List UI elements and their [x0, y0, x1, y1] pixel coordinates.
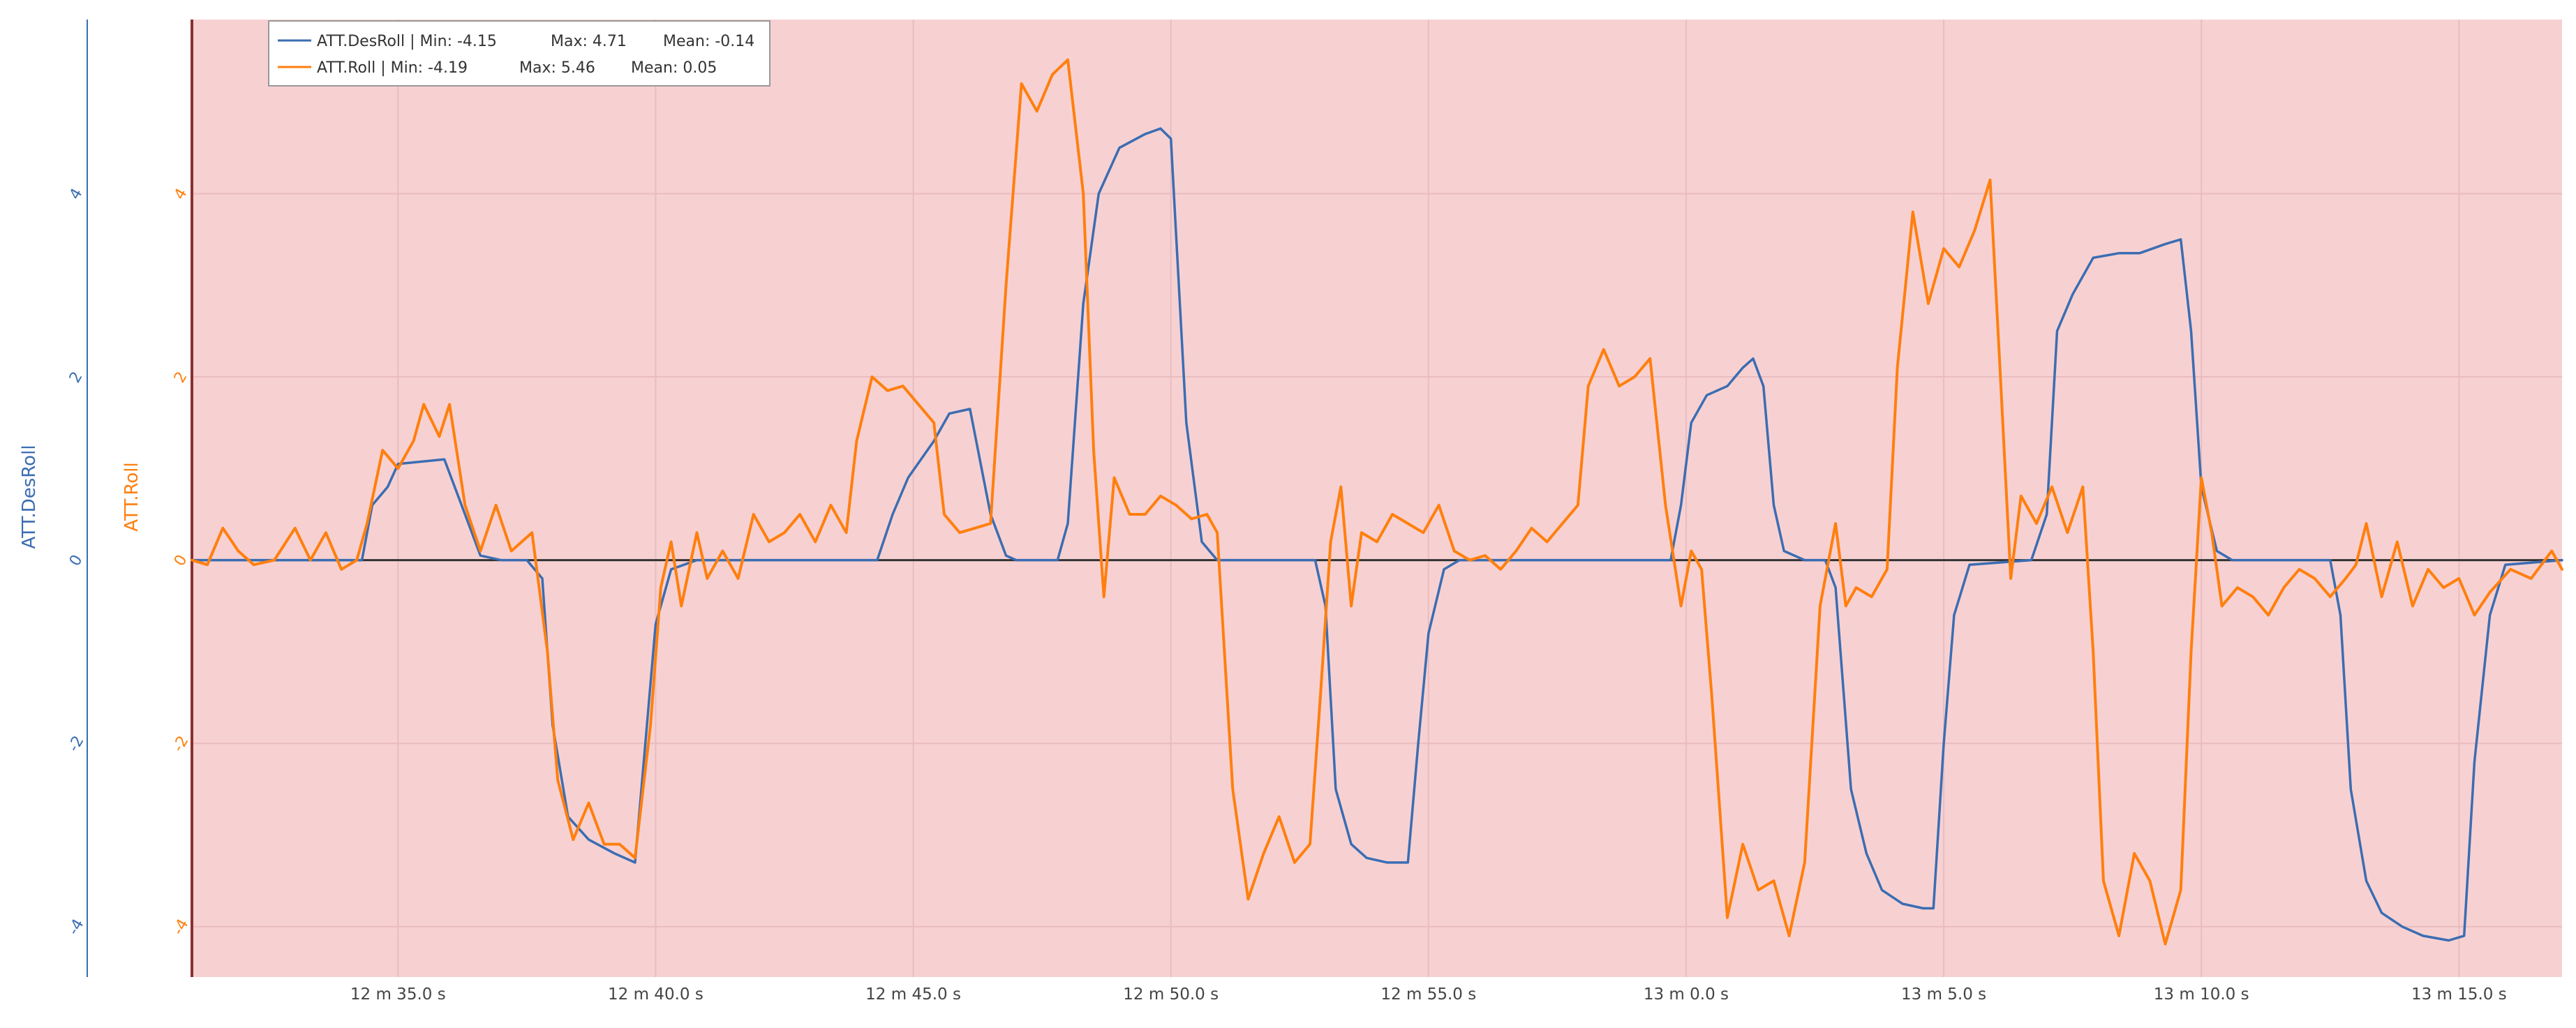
y-axis-label-des-roll: ATT.DesRoll [19, 445, 40, 549]
y-tick-label-roll: 4 [171, 186, 191, 203]
y-tick-label-des-roll: 0 [66, 552, 87, 569]
y-tick-label-des-roll: 2 [66, 368, 87, 386]
y-tick-label-roll: -2 [170, 733, 193, 754]
legend-label-roll: ATT.Roll | Min: -4.19 [317, 59, 468, 77]
y-tick-label-des-roll: -2 [65, 733, 88, 754]
x-tick-label: 13 m 15.0 s [2411, 985, 2507, 1004]
legend-box [268, 20, 770, 87]
series-line-roll [191, 58, 2563, 946]
legend-mean-roll: Mean: 0.05 [631, 59, 717, 77]
y-tick-label-roll: -4 [170, 916, 193, 938]
legend-max-roll: Max: 5.46 [519, 59, 595, 77]
x-tick-label: 12 m 50.0 s [1123, 985, 1219, 1004]
legend-label-des-roll: ATT.DesRoll | Min: -4.15 [317, 33, 497, 50]
y-tick-label-roll: 2 [171, 368, 191, 386]
legend-mean-des-roll: Mean: -0.14 [663, 33, 754, 50]
plot-background [192, 20, 2562, 977]
x-tick-label: 13 m 0.0 s [1644, 985, 1729, 1004]
y-tick-label-des-roll: -4 [65, 916, 88, 938]
series-line-des-roll [191, 127, 2563, 942]
y-tick-label-roll: 0 [171, 552, 191, 569]
y-ticks: 4 4 2 2 0 0 -2 -2 -4 -4 [65, 186, 193, 938]
x-tick-label: 13 m 10.0 s [2154, 985, 2249, 1004]
x-ticks: 12 m 35.0 s 12 m 40.0 s 12 m 45.0 s 12 m 50… [350, 985, 2507, 1004]
x-tick-label: 12 m 35.0 s [350, 985, 446, 1004]
x-tick-label: 13 m 5.0 s [1901, 985, 1986, 1004]
y-axis-label-roll: ATT.Roll [121, 462, 142, 532]
x-tick-label: 12 m 45.0 s [865, 985, 961, 1004]
y-tick-label-des-roll: 4 [66, 186, 87, 203]
legend[interactable]: ATT.DesRoll | Min: -4.15 Max: 4.71 Mean:… [268, 20, 770, 87]
x-tick-label: 12 m 40.0 s [608, 985, 703, 1004]
series-layer [191, 58, 2563, 946]
x-tick-label: 12 m 55.0 s [1380, 985, 1476, 1004]
grid [192, 20, 2562, 977]
legend-max-des-roll: Max: 4.71 [551, 33, 627, 50]
